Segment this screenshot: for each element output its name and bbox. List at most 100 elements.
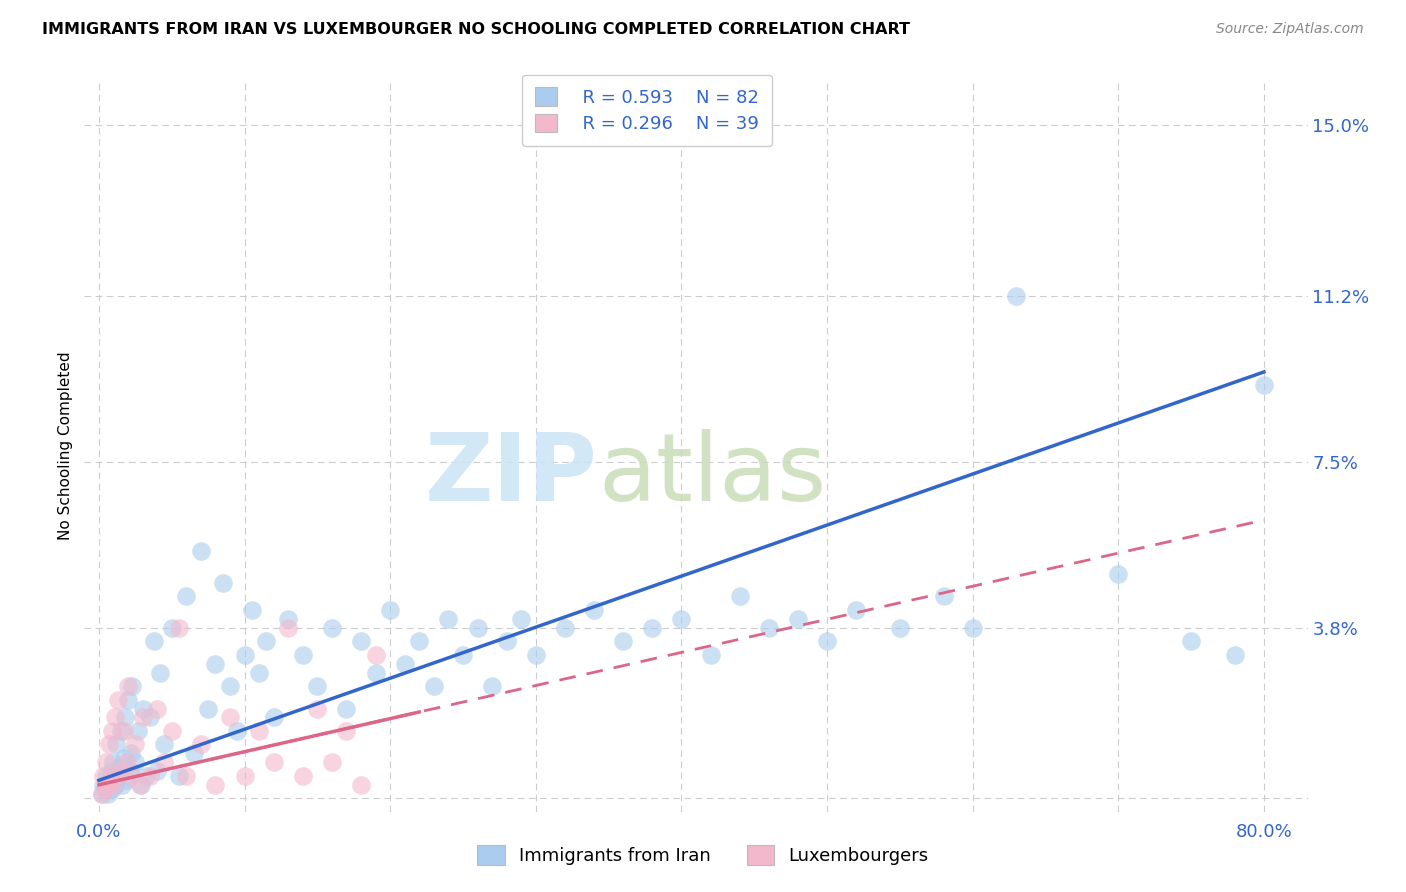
Point (211, 575, 233, 590)
Point (120, 769, 142, 783)
Point (105, 738, 128, 752)
Point (153, 756, 176, 770)
Point (124, 738, 146, 752)
Point (160, 621, 183, 635)
Point (380, 603, 402, 617)
Point (423, 679, 446, 693)
Point (108, 760, 131, 774)
Point (394, 657, 416, 671)
Point (149, 665, 172, 680)
Point (135, 769, 157, 783)
Point (107, 692, 129, 706)
Point (190, 544, 212, 558)
Point (350, 634, 373, 648)
Point (240, 603, 263, 617)
Legend:   R = 0.593    N = 82,   R = 0.296    N = 39: R = 0.593 N = 82, R = 0.296 N = 39 (523, 75, 772, 146)
Point (91, 769, 114, 783)
Point (110, 723, 132, 738)
Point (124, 756, 146, 770)
Point (612, 634, 634, 648)
Point (277, 621, 299, 635)
Point (671, 612, 693, 626)
Point (97, 787, 120, 801)
Point (321, 756, 343, 770)
Point (758, 621, 780, 635)
Point (93, 782, 115, 797)
Text: atlas: atlas (598, 429, 827, 521)
Point (510, 612, 533, 626)
Point (254, 634, 277, 648)
Point (139, 710, 162, 724)
Point (190, 738, 212, 752)
Point (291, 769, 314, 783)
Point (118, 764, 141, 779)
Point (100, 773, 122, 788)
Point (174, 769, 197, 783)
Point (699, 648, 721, 662)
Point (115, 756, 138, 770)
Point (219, 710, 242, 724)
Point (129, 778, 152, 792)
Point (197, 701, 219, 715)
Point (1005, 288, 1028, 302)
Point (233, 648, 256, 662)
Point (91, 778, 114, 792)
Point (174, 590, 197, 604)
Point (583, 603, 606, 617)
Point (167, 621, 190, 635)
Point (962, 621, 984, 635)
Point (277, 612, 299, 626)
Point (105, 769, 128, 783)
Point (335, 723, 357, 738)
Point (226, 723, 249, 738)
Point (96, 769, 118, 783)
Point (127, 723, 149, 738)
Point (115, 773, 138, 788)
Point (219, 679, 242, 693)
Point (103, 756, 125, 770)
Point (114, 710, 136, 724)
Point (307, 701, 329, 715)
Point (101, 723, 124, 738)
Point (554, 621, 576, 635)
Point (641, 621, 664, 635)
Point (153, 738, 176, 752)
Point (364, 665, 387, 680)
Point (247, 665, 270, 680)
Point (451, 648, 474, 662)
Point (112, 723, 135, 738)
Point (96, 756, 118, 770)
Point (1253, 378, 1275, 392)
Point (932, 590, 955, 604)
Point (112, 751, 135, 765)
Point (103, 778, 125, 792)
Point (98, 738, 121, 752)
Point (321, 621, 343, 635)
Point (183, 747, 205, 761)
Point (204, 778, 226, 792)
Point (815, 634, 838, 648)
Point (1107, 566, 1129, 581)
Point (889, 621, 911, 635)
Point (335, 701, 357, 715)
Point (247, 723, 270, 738)
Point (160, 723, 183, 738)
Text: ZIP: ZIP (425, 429, 598, 521)
Point (845, 603, 868, 617)
Point (787, 612, 810, 626)
Point (104, 778, 127, 792)
Point (120, 747, 142, 761)
Point (467, 621, 489, 635)
Point (111, 778, 134, 792)
Point (143, 634, 166, 648)
Point (117, 692, 139, 706)
Point (131, 701, 153, 715)
Point (291, 648, 314, 662)
Point (107, 769, 129, 783)
Point (495, 634, 517, 648)
Point (128, 778, 150, 792)
Point (204, 657, 226, 671)
Point (117, 679, 139, 693)
Point (167, 769, 190, 783)
Point (350, 778, 373, 792)
